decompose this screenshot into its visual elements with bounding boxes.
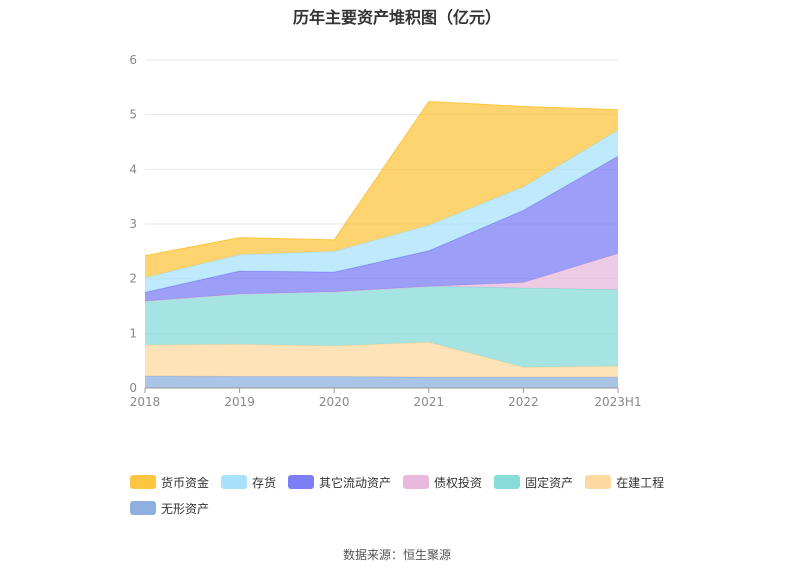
area-edge-在建工程	[144, 341, 619, 368]
area-series-存货[interactable]	[145, 129, 618, 293]
legend-item[interactable]: 债权投资	[403, 472, 482, 492]
area-series-无形资产[interactable]	[145, 375, 618, 388]
legend-swatch	[130, 501, 156, 515]
area-series	[144, 101, 619, 388]
x-tick-label: 2021	[414, 395, 445, 409]
legend-label: 固定资产	[525, 475, 574, 490]
area-edge-货币资金	[144, 101, 619, 257]
legend-item[interactable]: 货币资金	[130, 472, 209, 492]
legend-swatch	[288, 475, 315, 489]
area-series-在建工程[interactable]	[145, 342, 618, 378]
legend-label: 货币资金	[161, 475, 210, 490]
x-tick-label: 2023H1	[594, 395, 641, 409]
legend-label: 在建工程	[616, 475, 665, 490]
legend-label: 债权投资	[434, 475, 483, 490]
legend-swatch	[130, 475, 156, 489]
y-tick-label: 6	[129, 53, 137, 67]
legend-item[interactable]: 固定资产	[494, 472, 573, 492]
legend-swatch	[221, 475, 248, 489]
legend-swatch	[585, 475, 612, 489]
y-tick-label: 0	[129, 381, 137, 395]
x-tick-label: 2022	[508, 395, 539, 409]
y-tick-label: 5	[129, 108, 137, 122]
area-series-固定资产[interactable]	[145, 286, 618, 368]
legend-swatch	[403, 475, 430, 489]
x-tick-label: 2019	[224, 395, 255, 409]
legend-swatch	[494, 475, 521, 489]
data-source-note: 数据来源：恒生聚源	[342, 548, 451, 562]
area-series-其它流动资产[interactable]	[145, 156, 618, 302]
y-tick-label: 3	[129, 217, 137, 231]
y-tick-label: 4	[129, 162, 137, 176]
y-tick-label: 1	[129, 326, 137, 340]
legend-item[interactable]: 在建工程	[585, 472, 664, 492]
y-tick-label: 2	[129, 272, 137, 286]
legend-item[interactable]: 无形资产	[130, 498, 209, 518]
legend-item[interactable]: 存货	[221, 472, 276, 492]
chart-title: 历年主要资产堆积图（亿元）	[292, 8, 501, 27]
area-series-货币资金[interactable]	[145, 101, 618, 278]
x-tick-label: 2018	[130, 395, 161, 409]
legend-label: 存货	[252, 475, 277, 490]
legend-label: 其它流动资产	[319, 475, 392, 490]
legend: 货币资金 存货 其它流动资产 债权投资 固定资产 在建工程无形资产	[130, 472, 690, 518]
axes: 0 1 2 3 4 5 6 2018 2019 2020 2021 2022 2023H1	[129, 53, 641, 409]
x-tick-label: 2020	[319, 395, 350, 409]
stacked-area-chart: 0 1 2 3 4 5 6 2018 2019 2020 2021 2022 2023H1	[129, 53, 641, 409]
legend-label: 无形资产	[161, 501, 210, 516]
legend-item[interactable]: 其它流动资产	[288, 472, 391, 492]
